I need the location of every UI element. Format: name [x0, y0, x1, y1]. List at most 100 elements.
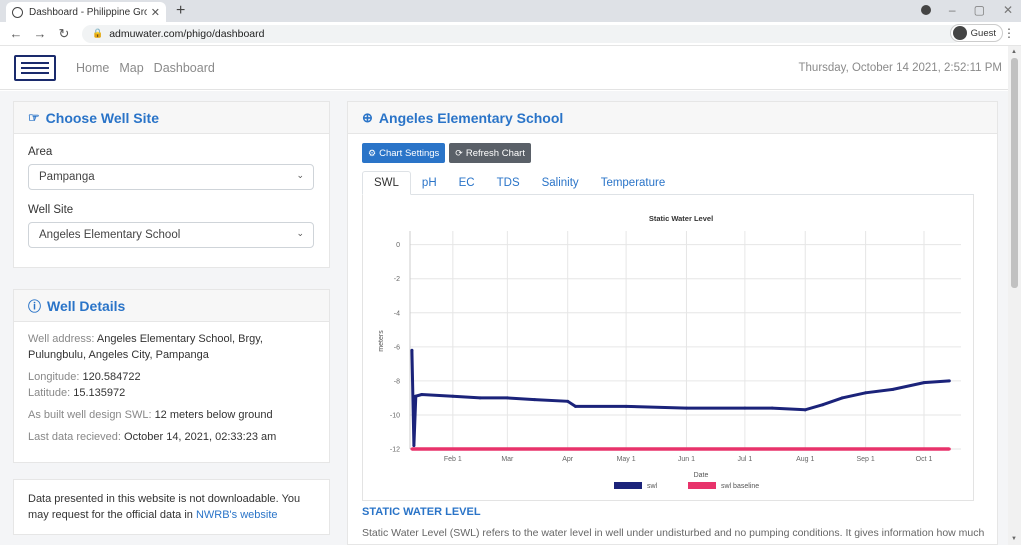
well-address-label: Well address:: [28, 333, 95, 345]
x-tick-label: Jul 1: [737, 456, 752, 463]
tab-temperature[interactable]: Temperature: [600, 176, 666, 189]
data-point: [478, 396, 482, 400]
back-icon[interactable]: ←: [9, 26, 23, 41]
profile-button[interactable]: Guest: [949, 24, 1003, 42]
window-controls: – ▢ ✕: [920, 3, 1013, 17]
y-axis-label: meters: [378, 330, 385, 352]
well-details-card: ⓘ Well Details Well address: Angeles Ele…: [13, 289, 330, 463]
chart-grid: [410, 231, 961, 450]
record-icon[interactable]: [920, 5, 931, 15]
x-tick-label: Sep 1: [856, 456, 874, 463]
tab-swl[interactable]: SWL: [362, 171, 411, 195]
close-tab-icon[interactable]: ✕: [150, 6, 160, 19]
x-tick-label: Mar: [501, 456, 514, 463]
scrollbar-thumb[interactable]: [1011, 58, 1018, 288]
forward-icon[interactable]: →: [33, 26, 47, 41]
data-point: [412, 444, 416, 448]
data-point: [414, 394, 418, 398]
last-received-label: Last data recieved:: [28, 430, 121, 443]
data-point: [840, 396, 844, 400]
tab-ph[interactable]: pH: [421, 176, 437, 189]
legend-swatch: [688, 482, 716, 489]
data-point: [624, 404, 628, 408]
y-tick-label: -12: [390, 447, 400, 454]
site-logo[interactable]: [14, 54, 56, 81]
x-tick-label: Feb 1: [444, 456, 462, 463]
design-swl: As built well design SWL: 12 meters belo…: [28, 408, 317, 424]
tab-salinity[interactable]: Salinity: [541, 176, 579, 189]
legend-label: swl baseline: [721, 483, 759, 490]
url-text: admuwater.com/phigo/dashboard: [109, 27, 265, 40]
data-point: [821, 403, 825, 407]
area-select[interactable]: Pampanga ⌄: [28, 164, 314, 190]
nav-map[interactable]: Map: [119, 60, 144, 75]
data-point: [947, 379, 951, 383]
area-label: Area: [28, 146, 53, 158]
x-tick-label: Aug 1: [796, 456, 814, 463]
x-tick-label: Jun 1: [678, 456, 695, 463]
well-details-header: ⓘ Well Details: [14, 290, 329, 322]
y-tick-label: -10: [390, 412, 400, 419]
latitude: Latitude: 15.135972: [28, 386, 317, 402]
notice-text: Data presented in this website is not do…: [28, 493, 301, 521]
data-point: [864, 391, 868, 395]
browser-tab-bar: Dashboard - Philippine Groundw ✕ + – ▢ ✕: [0, 0, 1021, 22]
design-swl-value: 12 meters below ground: [154, 408, 273, 421]
y-tick-label: -8: [394, 378, 400, 385]
tab-ec[interactable]: EC: [458, 176, 475, 189]
globe-icon: [12, 6, 23, 18]
refresh-chart-button[interactable]: ⟳ Refresh Chart: [449, 143, 531, 163]
data-point: [420, 393, 424, 396]
nwrb-link[interactable]: NWRB's website: [195, 508, 278, 521]
chart-toolbar: ⚙ Chart Settings ⟳ Refresh Chart: [362, 143, 531, 163]
last-received-value: October 14, 2021, 02:33:23 am: [124, 430, 277, 443]
well-address-value: Angeles Elementary School, Brgy, Pulungb…: [28, 333, 263, 361]
current-datetime: Thursday, October 14 2021, 2:52:11 PM: [798, 61, 1003, 74]
profile-label: Guest: [970, 27, 996, 39]
y-tick-label: 0: [396, 242, 400, 249]
gear-icon: ⚙: [368, 147, 377, 158]
info-icon: ⓘ: [28, 299, 42, 314]
browser-tab[interactable]: Dashboard - Philippine Groundw ✕: [6, 2, 166, 22]
well-site-value: Angeles Elementary School: [39, 229, 181, 241]
tab-tds[interactable]: TDS: [496, 176, 520, 189]
minimize-icon[interactable]: –: [948, 3, 956, 17]
scroll-up-icon[interactable]: ▲: [1011, 49, 1017, 55]
data-point: [922, 381, 926, 385]
data-point: [451, 394, 455, 398]
well-site-select[interactable]: Angeles Elementary School ⌄: [28, 222, 314, 248]
chart-settings-button[interactable]: ⚙ Chart Settings: [362, 143, 446, 163]
series-line-swl: [410, 350, 950, 446]
y-tick-label: -2: [394, 276, 400, 283]
well-details-title: Well Details: [47, 297, 126, 314]
chart-axes: 0 -2 -4 -6 -8 -10 -12 Feb 1 Mar Apr May 1 Jun 1 Jul …: [390, 231, 932, 463]
description-text: Static Water Level (SWL) refers to the w…: [362, 527, 985, 539]
reload-icon[interactable]: ↻: [58, 25, 70, 41]
url-input[interactable]: 🔒 admuwater.com/phigo/dashboard: [82, 24, 962, 43]
x-tick-label: Apr: [562, 456, 574, 463]
close-window-icon[interactable]: ✕: [1002, 3, 1013, 17]
longitude-value: 120.584722: [82, 370, 141, 383]
scroll-down-icon[interactable]: ▼: [1011, 536, 1017, 542]
menu-kebab-icon[interactable]: ⋮: [1003, 26, 1015, 40]
lock-icon: 🔒: [92, 28, 104, 38]
swl-chart: Static Water Level 0 -2 -4 -6 -8 -10 -12 Feb 1 M…: [378, 214, 961, 490]
nav-home[interactable]: Home: [76, 60, 110, 75]
legend-swatch: [614, 482, 642, 489]
chart-panel-header: ⊕ Angeles Elementary School: [348, 102, 997, 134]
data-point: [566, 399, 570, 403]
new-tab-icon[interactable]: +: [176, 2, 186, 19]
nav-dashboard[interactable]: Dashboard: [153, 60, 215, 75]
data-point: [573, 404, 577, 408]
data-point: [770, 406, 774, 410]
page-scrollbar[interactable]: ▲ ▼: [1008, 46, 1021, 545]
refresh-icon: ⟳: [455, 147, 463, 158]
chart-title: Static Water Level: [649, 214, 713, 223]
x-tick-label: May 1: [617, 456, 636, 463]
site-navbar: Home Map Dashboard Thursday, October 14 …: [0, 46, 1008, 90]
last-received: Last data recieved: October 14, 2021, 02…: [28, 430, 317, 446]
maximize-icon[interactable]: ▢: [973, 3, 985, 17]
data-point: [533, 398, 537, 402]
refresh-chart-label: Refresh Chart: [465, 147, 525, 159]
data-point: [410, 447, 414, 451]
